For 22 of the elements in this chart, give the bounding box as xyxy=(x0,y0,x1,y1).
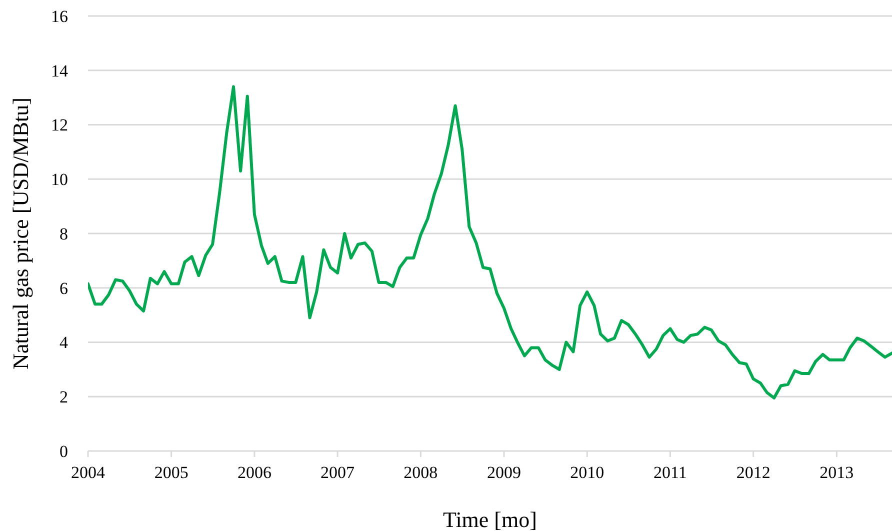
y-tick-label: 0 xyxy=(60,442,68,461)
y-tick-label: 10 xyxy=(51,170,68,190)
x-tick-label: 2012 xyxy=(736,463,770,482)
x-tick-label: 2013 xyxy=(820,463,854,482)
y-tick-label: 12 xyxy=(51,116,68,135)
x-tick-label: 2009 xyxy=(487,463,522,482)
x-tick-label: 2008 xyxy=(404,463,438,482)
x-tick-label: 2011 xyxy=(654,463,687,482)
y-tick-label: 16 xyxy=(51,6,68,26)
y-axis-title: Natural gas price [USD/MBtu] xyxy=(8,98,33,370)
x-axis-title: Time [mo] xyxy=(443,507,537,531)
x-tick-label: 2010 xyxy=(570,463,604,482)
y-tick-label: 2 xyxy=(60,388,68,407)
line-series xyxy=(88,85,892,400)
x-tick-label: 2004 xyxy=(71,463,106,482)
x-tick-label: 2006 xyxy=(237,463,272,482)
y-tick-label: 4 xyxy=(60,333,68,352)
y-tick-label: 6 xyxy=(60,278,68,298)
y-tick-label: 8 xyxy=(60,224,68,244)
y-tick-label: 14 xyxy=(51,61,68,80)
x-tick-label: 2007 xyxy=(320,463,356,482)
x-tick-label: 2005 xyxy=(154,463,188,482)
